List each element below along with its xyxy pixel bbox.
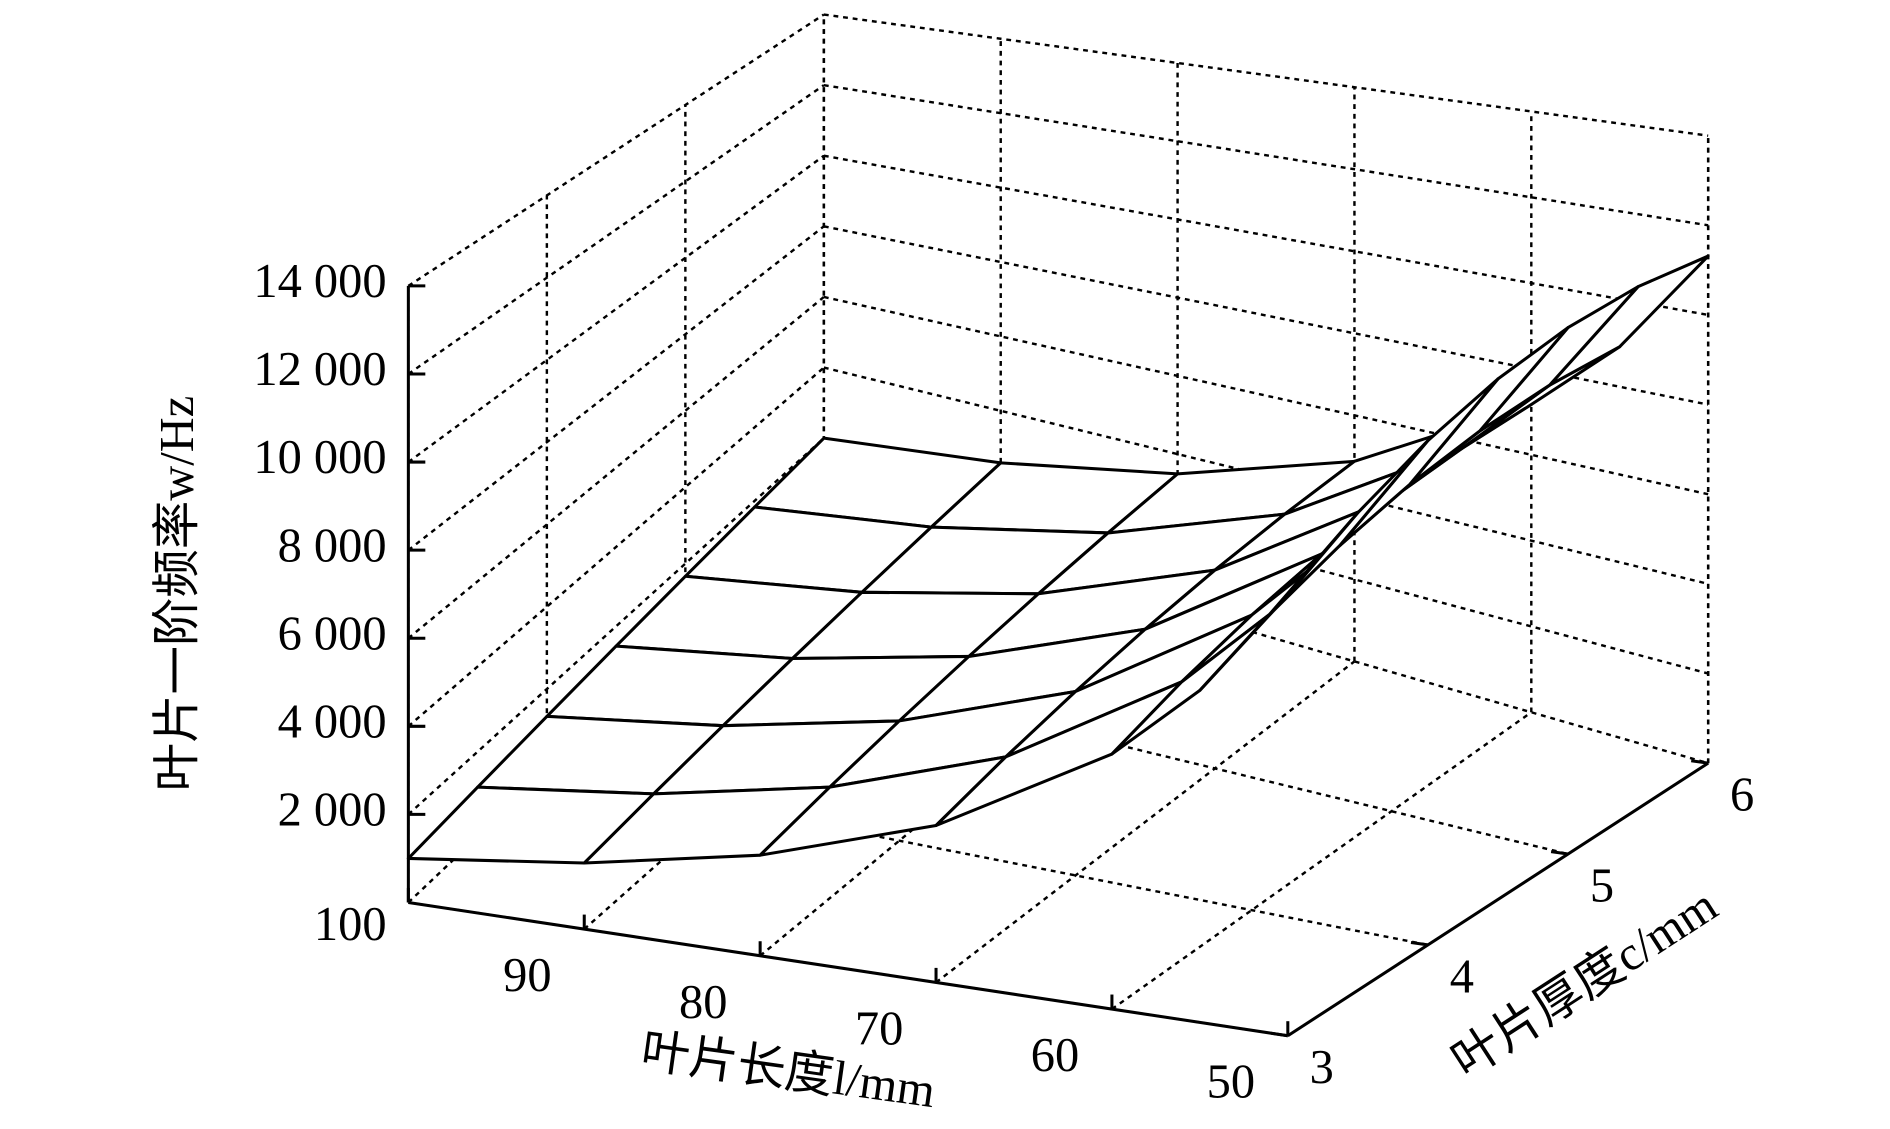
x-tick-label: 100: [314, 898, 387, 951]
grid-line: [407, 225, 825, 552]
y-tick-label: 5: [1590, 859, 1614, 912]
z-tick-label: 8 000: [278, 519, 387, 572]
y-tick: [1270, 1031, 1289, 1038]
grid-line: [823, 507, 1709, 765]
grid-line: [823, 366, 1709, 586]
grid-line: [823, 13, 1709, 137]
x-tick-label: 90: [503, 949, 551, 1002]
grid-line: [407, 13, 825, 287]
y-axis: [1286, 761, 1709, 1037]
y-tick-label: 6: [1730, 769, 1754, 822]
y-axis-title: 叶片厚度c/mm: [1443, 879, 1727, 1089]
surface-cell: [1478, 285, 1640, 433]
grid-line: [407, 437, 825, 816]
grid-line: [407, 84, 825, 375]
x-tick-label: 80: [679, 976, 727, 1029]
z-tick-label: 10 000: [253, 431, 386, 484]
surface-cell: [1548, 254, 1710, 387]
grid-line: [823, 225, 1709, 406]
y-tick: [1410, 940, 1429, 947]
x-axis: [408, 900, 1289, 1038]
grid-line: [823, 154, 1709, 317]
grid-line: [685, 638, 1569, 856]
z-tick-label: 4 000: [278, 695, 387, 748]
grid-line: [407, 366, 825, 728]
grid-line: [407, 296, 825, 640]
x-tick-label: 60: [1031, 1029, 1079, 1082]
y-tick-label: 4: [1450, 950, 1474, 1003]
x-tick-label: 50: [1207, 1056, 1255, 1109]
y-tick: [1550, 850, 1569, 856]
y-tick-label: 3: [1310, 1041, 1334, 1094]
z-tick-label: 12 000: [253, 343, 386, 396]
z-axis-title: 叶片一阶频率w/Hz: [151, 396, 204, 792]
x-tick-label: 70: [855, 1002, 903, 1055]
z-tick-label: 2 000: [278, 784, 387, 837]
grid-line: [759, 609, 1179, 957]
grid-line: [1111, 711, 1533, 1011]
y-tick: [1690, 759, 1709, 765]
surface-cell: [1198, 511, 1360, 692]
grid-line: [935, 660, 1356, 984]
grid-line: [823, 83, 1709, 227]
surface-cell: [1408, 326, 1570, 486]
z-tick-label: 14 000: [253, 255, 386, 308]
grid-line: [407, 154, 825, 464]
z-tick-label: 6 000: [278, 607, 387, 660]
